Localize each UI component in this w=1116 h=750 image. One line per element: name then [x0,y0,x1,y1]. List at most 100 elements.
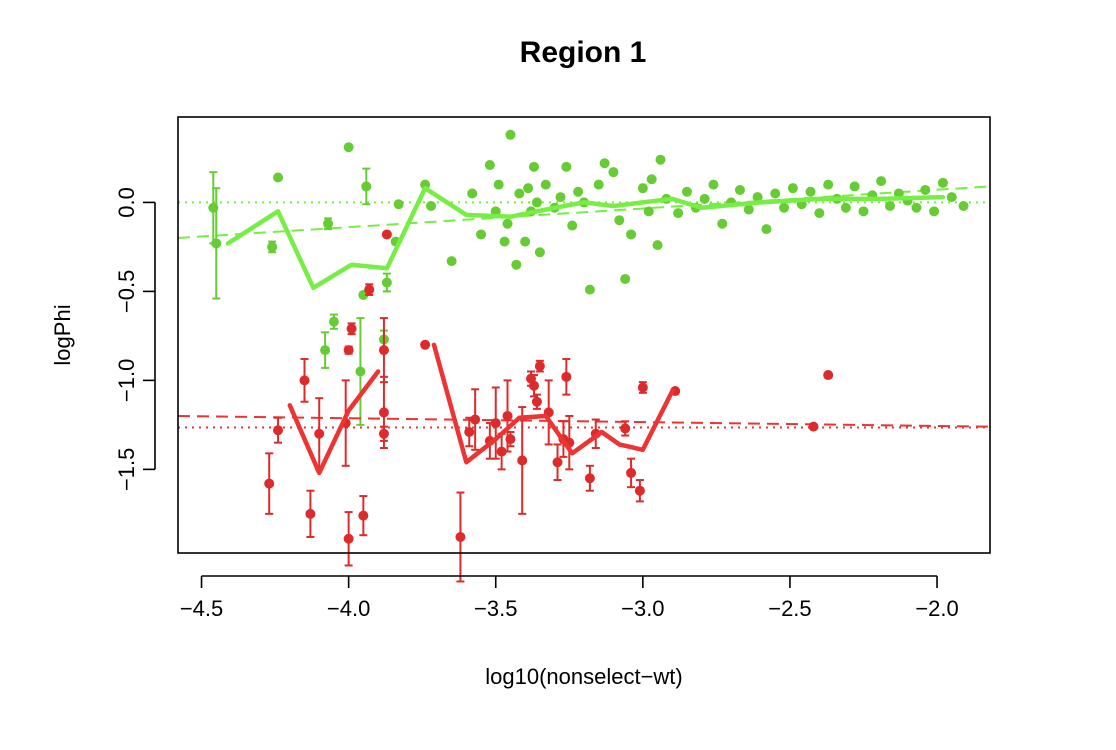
red-data-point [299,375,310,386]
green-data-point [493,179,504,190]
x-axis-label: log10(nonselect−wt) [485,664,683,689]
red-smooth-line [287,369,381,476]
red-data-point [823,370,834,381]
green-data-point [652,240,663,251]
green-data-point [876,176,887,187]
red-data-point [343,533,354,544]
green-data-point [355,366,366,377]
x-tick-label: −3.0 [621,596,664,621]
green-data-point [858,206,869,217]
green-data-point [805,186,816,197]
green-data-point [520,236,531,247]
green-data-point [528,161,539,172]
green-data-point [540,179,551,190]
green-data-point [567,220,578,231]
red-data-point [552,457,563,468]
green-data-point [593,179,604,190]
green-data-point [499,236,510,247]
green-data-point [614,215,625,226]
red-data-point [808,421,819,432]
green-data-point [849,181,860,192]
red-data-point [528,380,539,391]
series-green [177,129,991,426]
green-data-point [523,183,534,194]
green-data-point [599,158,610,169]
x-tick-label: −2.5 [768,596,811,621]
green-data-point [761,224,772,235]
green-data-point [946,192,957,203]
x-tick-label: −4.5 [180,596,223,621]
red-data-point [634,485,645,496]
chart-title: Region 1 [520,36,647,69]
red-data-point [496,446,507,457]
green-data-point [323,218,334,229]
green-data-point [840,202,851,213]
red-data-point [505,434,516,445]
green-data-point [514,188,525,199]
green-data-point [637,183,648,194]
x-tick-label: −3.5 [474,596,517,621]
green-data-point [426,200,437,211]
red-data-point [364,284,375,295]
axes-layer: −4.5 −4.0 −3.5 −3.0 −2.5 −2.0 0.0 −0.5 −1.0 −1.5 [114,187,959,621]
green-data-point [467,188,478,199]
green-smooth-line [225,185,946,291]
red-data-point [502,410,513,421]
green-data-point [608,167,619,178]
green-data-point [446,256,457,267]
green-data-point [626,229,637,240]
red-data-point [470,414,481,425]
green-data-point [484,160,495,171]
green-data-point [655,154,666,165]
red-data-point [381,229,392,240]
green-data-point [534,247,545,258]
green-data-point [673,208,684,219]
green-data-point [937,177,948,188]
red-data-point [455,531,466,542]
green-data-point [681,186,692,197]
y-tick-label: 0.0 [114,187,139,218]
green-data-point [511,259,522,270]
red-data-point [637,382,648,393]
green-data-point [502,218,513,229]
red-data-point [378,428,389,439]
green-data-point [328,316,339,327]
green-data-point [561,161,572,172]
red-fit-line [177,414,991,428]
green-data-point [708,179,719,190]
green-data-point [734,184,745,195]
red-data-point [464,426,475,437]
x-tick-label: −4.0 [327,596,370,621]
green-data-point [699,193,710,204]
green-data-point [920,184,931,195]
red-data-point [584,473,595,484]
green-data-point [555,192,566,203]
y-tick-label: −1.0 [114,359,139,402]
plot-layer [177,129,991,583]
green-data-point [752,192,763,203]
green-data-point [420,179,431,190]
green-data-point [267,241,278,252]
green-data-point [476,229,487,240]
red-data-point [531,396,542,407]
green-data-point [393,199,404,210]
y-axis-label: logPhi [50,304,75,365]
green-data-point [823,179,834,190]
red-data-point [305,508,316,519]
red-data-point [626,467,637,478]
green-data-point [884,200,895,211]
green-data-point [505,129,516,140]
green-data-point [814,208,825,219]
green-data-point [643,206,654,217]
series-red [177,229,991,583]
x-tick-label: −2.0 [915,596,958,621]
green-data-point [958,200,969,211]
red-data-point [517,455,528,466]
red-smooth-line [431,342,675,465]
green-data-point [573,186,584,197]
red-data-point [420,339,431,350]
green-data-point [929,206,940,217]
y-tick-label: −0.5 [114,270,139,313]
red-data-point [346,323,357,334]
